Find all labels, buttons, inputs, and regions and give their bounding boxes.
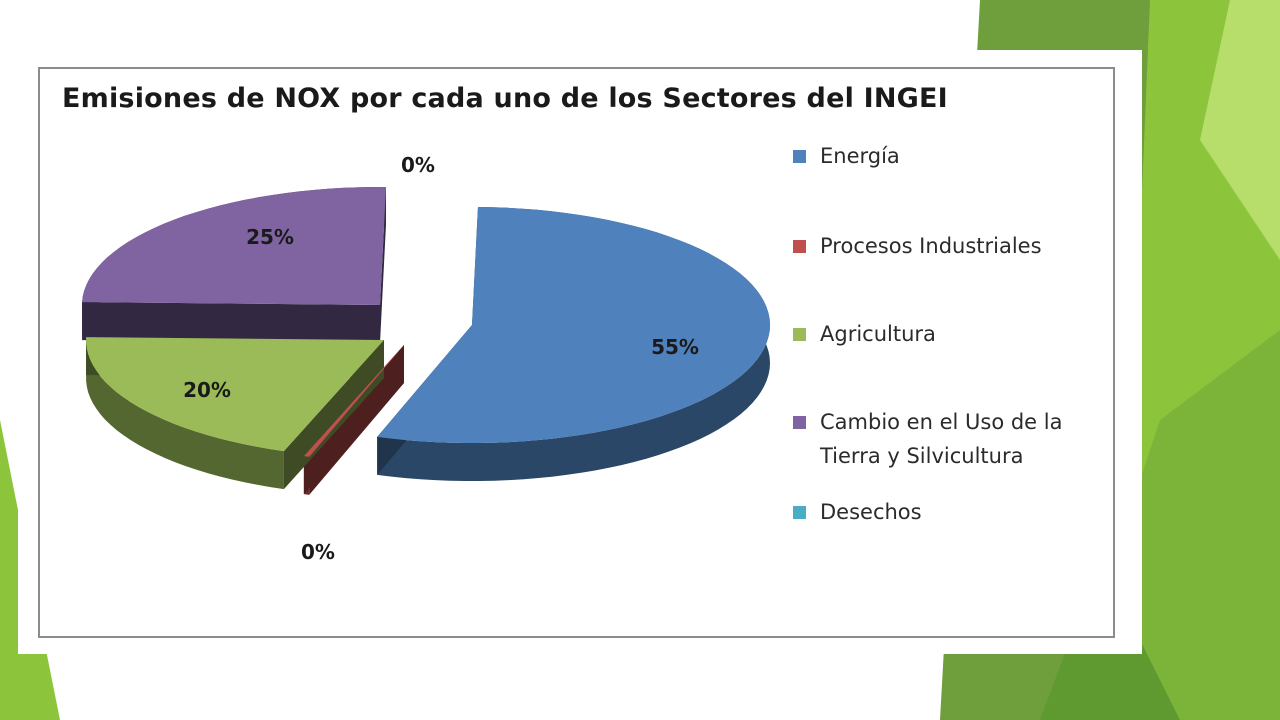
pie-slice-1 <box>303 345 404 457</box>
legend-item: Energía <box>793 144 1100 173</box>
legend-label: Desechos <box>820 500 922 524</box>
legend-swatch <box>793 416 806 429</box>
pie-data-label-3: 25% <box>246 225 294 249</box>
legend-swatch <box>793 150 806 163</box>
chart-title: Emisiones de NOX por cada uno de los Sec… <box>62 83 948 114</box>
pie-face-3-0 <box>82 302 381 343</box>
pie-face-3-1 <box>380 187 386 343</box>
legend-item: Cambio en el Uso de la Tierra y Silvicul… <box>793 410 1100 473</box>
pie-slice-3 <box>82 187 386 305</box>
pie-data-label-0: 55% <box>651 335 699 359</box>
legend-swatch <box>793 506 806 519</box>
pie-data-label-4: 0% <box>401 153 435 177</box>
pie-data-label-1: 0% <box>301 540 335 564</box>
pie-data-label-2: 20% <box>183 378 231 402</box>
pie-tops <box>82 187 770 457</box>
pie-data-labels: 55% 0% 20% 25% 0% <box>183 153 699 564</box>
legend-label: Cambio en el Uso de la Tierra y Silvicul… <box>820 410 1063 468</box>
legend-swatch <box>793 328 806 341</box>
legend-label: Procesos Industriales <box>820 234 1042 258</box>
pie-slice-2 <box>86 337 384 452</box>
legend-item: Desechos <box>793 500 1100 529</box>
legend-label: Agricultura <box>820 322 936 346</box>
legend-label: Energía <box>820 144 900 168</box>
legend-item: Procesos Industriales <box>793 234 1100 263</box>
pie-side-0 <box>377 207 770 481</box>
legend-item: Agricultura <box>793 322 1100 351</box>
legend-swatch <box>793 240 806 253</box>
pie-side-2 <box>86 337 284 490</box>
pie-slice-0 <box>377 207 770 443</box>
